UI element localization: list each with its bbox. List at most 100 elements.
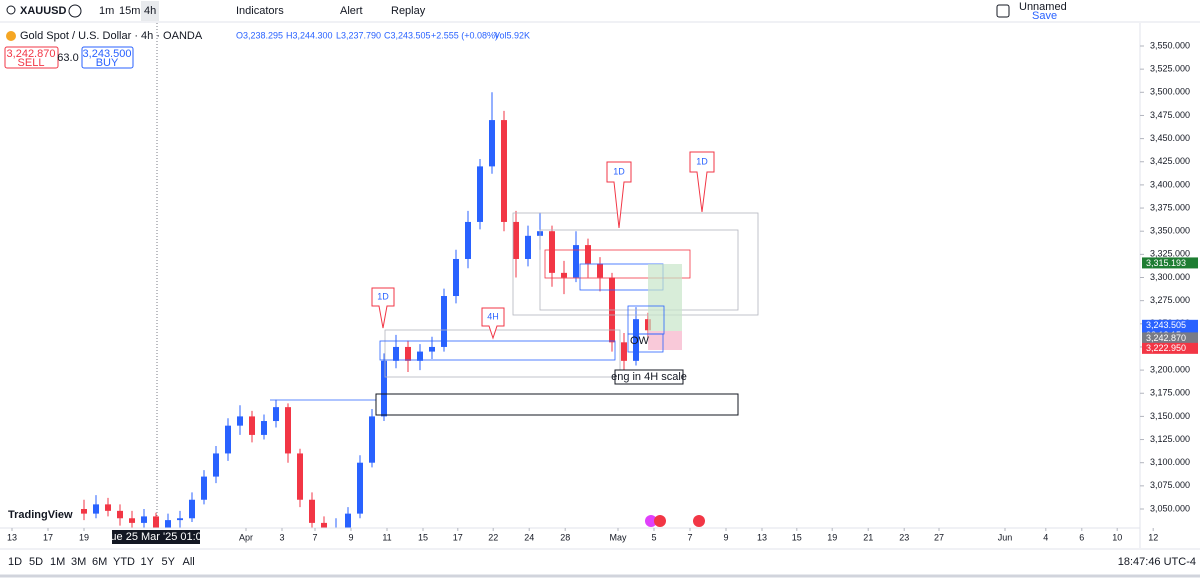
- candle-body: [369, 416, 375, 463]
- close: C3,243.505: [384, 30, 431, 40]
- candle-body: [285, 407, 291, 454]
- candle-body: [357, 462, 363, 514]
- candle-body: [441, 296, 447, 347]
- x-tick-label: 5: [651, 532, 656, 542]
- candle-body: [405, 346, 411, 361]
- event-icon[interactable]: [693, 515, 705, 527]
- candle-body: [165, 520, 171, 528]
- interval[interactable]: 15m: [119, 5, 140, 17]
- y-tick-label: 3,525.000: [1150, 64, 1190, 74]
- open: O3,238.295: [236, 30, 283, 40]
- clock: 18:47:46 UTC-4: [1118, 556, 1196, 568]
- callout: [689, 151, 715, 213]
- range-button[interactable]: 1Y: [141, 556, 155, 568]
- range-button[interactable]: All: [183, 556, 195, 568]
- y-tick-label: 3,425.000: [1150, 156, 1190, 166]
- checkbox[interactable]: [996, 4, 1010, 18]
- logo: TradingView: [8, 509, 73, 521]
- zone: [384, 329, 621, 378]
- x-tick-label: May: [609, 532, 627, 542]
- x-tick-label: Apr: [239, 532, 253, 542]
- event-icon[interactable]: [645, 515, 657, 527]
- sell-button[interactable]: [4, 46, 59, 69]
- note: eng in 4H scale: [611, 371, 687, 383]
- spread: 63.0: [57, 52, 78, 64]
- candle-body: [141, 516, 147, 523]
- x-tick-label: 13: [7, 532, 17, 542]
- range-button[interactable]: 6M: [92, 556, 107, 568]
- candle-body: [501, 120, 507, 222]
- range-button[interactable]: YTD: [113, 556, 135, 568]
- candle-body: [81, 509, 87, 514]
- x-tick-label: 7: [687, 532, 692, 542]
- candle-body: [105, 504, 111, 511]
- candle-body: [261, 421, 267, 435]
- price-badge-label: 3,243.505: [1146, 320, 1186, 330]
- toolbar: XAUUSD 1m 15m 4h Indicators Alert Replay…: [0, 1, 1200, 23]
- candles: [81, 92, 651, 528]
- save[interactable]: Save: [1032, 10, 1057, 22]
- note-box: [614, 369, 684, 385]
- stop-zone: [648, 331, 682, 350]
- x-tick-label: 23: [899, 532, 909, 542]
- candle-body: [513, 221, 519, 259]
- box-label: OW: [630, 335, 650, 347]
- candle-body: [153, 516, 159, 528]
- drawings: [270, 151, 759, 416]
- range-button[interactable]: 5Y: [162, 556, 176, 568]
- candle-body: [489, 120, 495, 167]
- indicators[interactable]: Indicators: [236, 5, 284, 17]
- candle-body: [345, 513, 351, 528]
- axes: 3,050.000 3,075.000 3,100.000 3,125.000 3,15…: [7, 40, 1198, 542]
- x-tick-label: 9: [348, 532, 353, 542]
- callout: [606, 161, 632, 229]
- alert[interactable]: Alert: [340, 5, 363, 17]
- price-badge: [1142, 257, 1198, 269]
- x-tick-label: 10: [1112, 532, 1122, 542]
- candle-body: [561, 272, 567, 278]
- add-symbol[interactable]: [68, 4, 82, 18]
- layout-name[interactable]: Unnamed: [1019, 1, 1067, 13]
- x-tick-label: 9: [723, 532, 728, 542]
- y-tick-label: 3,075.000: [1150, 480, 1190, 490]
- candle-body: [597, 263, 603, 278]
- symbol[interactable]: XAUUSD: [20, 5, 67, 17]
- x-tick-label: 7: [312, 532, 317, 542]
- candle-body: [477, 166, 483, 222]
- y-tick-label: 3,375.000: [1150, 202, 1190, 212]
- range-button[interactable]: 5D: [29, 556, 43, 568]
- candle-body: [297, 453, 303, 500]
- candle-body: [213, 453, 219, 477]
- candle-body: [621, 342, 627, 361]
- event-icon[interactable]: [654, 515, 666, 527]
- callout: [481, 307, 505, 340]
- y-tick-label: 3,325.000: [1150, 249, 1190, 259]
- buy-button[interactable]: [81, 46, 134, 69]
- sell-label: SELL: [18, 57, 45, 69]
- interval[interactable]: 4h: [144, 5, 156, 17]
- price-badge-label: 3,315.193: [1146, 258, 1186, 268]
- range-button[interactable]: 1D: [8, 556, 22, 568]
- candle-body: [273, 407, 279, 422]
- candle-body: [225, 425, 231, 454]
- x-tick-label: 27: [934, 532, 944, 542]
- range-button[interactable]: 1M: [50, 556, 65, 568]
- x-tick-label: 15: [418, 532, 428, 542]
- search-icon[interactable]: [6, 5, 16, 15]
- zone: [539, 229, 739, 311]
- x-tick-label: 22: [488, 532, 498, 542]
- interval[interactable]: 1m: [99, 5, 114, 17]
- y-tick-label: 3,400.000: [1150, 179, 1190, 189]
- candle-body: [117, 510, 123, 519]
- candle-body: [93, 504, 99, 514]
- y-tick-label: 3,275.000: [1150, 295, 1190, 305]
- y-tick-label: 3,550.000: [1150, 40, 1190, 50]
- x-tick-label: 24: [524, 532, 534, 542]
- x-tick-label: 6: [1079, 532, 1084, 542]
- callout-label: 1D: [377, 291, 389, 301]
- replay[interactable]: Replay: [391, 5, 426, 17]
- candle-body: [189, 499, 195, 519]
- range-button[interactable]: 3M: [71, 556, 86, 568]
- volume: Vol5.92K: [494, 30, 530, 40]
